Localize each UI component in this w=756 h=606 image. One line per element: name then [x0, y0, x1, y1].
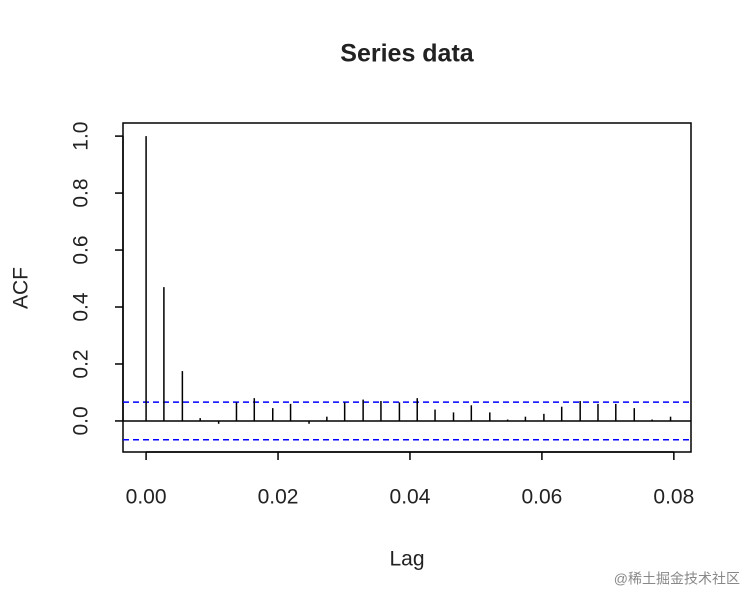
x-tick-label: 0.08 — [653, 486, 694, 509]
x-tick-label: 0.06 — [521, 486, 562, 509]
x-tick-label: 0.00 — [126, 486, 167, 509]
y-tick-label: 0.4 — [70, 292, 93, 322]
x-tick-label: 0.04 — [390, 486, 431, 509]
x-tick-label: 0.02 — [258, 486, 299, 509]
y-tick-label: 1.0 — [70, 122, 93, 151]
chart-title: Series data — [340, 40, 475, 68]
watermark: @稀土掘金技术社区 — [614, 571, 740, 587]
y-axis-label: ACF — [10, 267, 33, 309]
y-tick-label: 0.2 — [70, 349, 93, 378]
x-axis-label: Lag — [389, 548, 424, 571]
y-tick-label: 0.0 — [70, 406, 93, 435]
y-tick-label: 0.6 — [70, 235, 93, 264]
y-tick-label: 0.8 — [70, 178, 93, 207]
